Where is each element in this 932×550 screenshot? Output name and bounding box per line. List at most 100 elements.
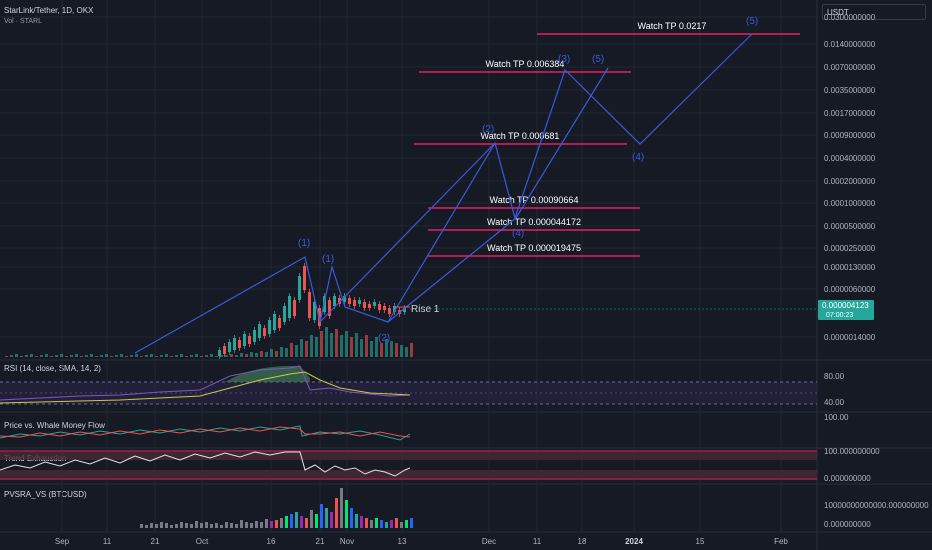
volume-bar [85, 355, 88, 357]
target-label: Watch TP 0.000681 [481, 131, 560, 141]
rsi-band [0, 382, 817, 404]
pvsra-bar [255, 521, 258, 528]
pvsra-bar [370, 520, 373, 528]
elliott-wave-alt-path[interactable] [387, 67, 609, 323]
pvsra-bar [200, 523, 203, 528]
volume-bar [390, 341, 393, 357]
candle-body [328, 300, 331, 316]
volume-bar [45, 354, 48, 357]
pvsra-bar [260, 522, 263, 528]
candle-body [308, 292, 311, 318]
rsi-line [0, 365, 411, 401]
pvsra-bar [410, 518, 413, 528]
trend-exhaustion-line [0, 451, 411, 477]
candle-body [293, 300, 296, 316]
wave-label: (5) [746, 16, 758, 27]
volume-bar [215, 356, 218, 357]
target-levels[interactable]: Watch TP 0.0217 Watch TP 0.006384 Watch TP… [414, 21, 800, 257]
volume-bar [225, 355, 228, 357]
pvsra-pane-label: PVSRA_VS (BTCUSD) [4, 490, 87, 499]
candle-body [363, 302, 366, 308]
candle-body [278, 318, 281, 328]
pvsra-bar [385, 522, 388, 528]
candle-body [388, 308, 391, 314]
pvsra-bar [320, 504, 323, 528]
time-axis-label: 15 [696, 537, 705, 546]
candle-body [228, 342, 231, 352]
grid-lines [0, 0, 817, 532]
price-axis-label: 0.0000500000 [824, 222, 876, 231]
pvsra-bar [265, 519, 268, 528]
bar-countdown: 07:00:23 [826, 312, 853, 319]
candle-body [358, 300, 361, 304]
pvsra-bar [375, 518, 378, 528]
rsi-pane-label: RSI (14, close, SMA, 14, 2) [4, 364, 101, 373]
pvsra-bar [155, 524, 158, 528]
volume-bar [310, 335, 313, 357]
pvsra-bar [230, 523, 233, 528]
time-axis[interactable]: Sep 11 21 Oct 16 21 Nov 13 Dec 11 18 2024 15 Feb [55, 537, 789, 546]
volume-bar [190, 355, 193, 357]
time-axis-label: Sep [55, 537, 70, 546]
volume-bar [95, 356, 98, 357]
pvsra-axis-label: 10000000000000.000000000 [824, 501, 929, 510]
candle-body [263, 328, 266, 336]
pvsra-bar [400, 522, 403, 528]
current-price: 0.000004123 [822, 301, 869, 310]
volume-bar [35, 356, 38, 357]
time-axis-label: Dec [482, 537, 496, 546]
pvsra-bar [360, 516, 363, 528]
volume-bar [395, 343, 398, 357]
volume-bar [210, 354, 213, 357]
volume-bar [80, 356, 83, 357]
candle-body [253, 330, 256, 342]
volume-bar [265, 352, 268, 357]
pvsra-bar [145, 525, 148, 528]
volume-bar [140, 356, 143, 357]
price-axis[interactable]: 0.0300000000 0.0140000000 0.0070000000 0.00… [824, 13, 876, 342]
pvsra-bar [395, 518, 398, 528]
pvsra-axis-label: 0.000000000 [824, 520, 871, 529]
time-axis-label: 18 [578, 537, 587, 546]
volume-bar [165, 354, 168, 357]
elliott-wave-path[interactable] [134, 33, 753, 354]
candle-body [313, 302, 316, 320]
candle-body [258, 324, 261, 338]
wave-label: (5) [592, 54, 604, 65]
volume-bar [240, 353, 243, 357]
volume-bar [360, 339, 363, 357]
volume-bar [50, 356, 53, 357]
pvsra-bar [185, 523, 188, 528]
trend-upper-band [0, 450, 817, 460]
candlesticks [218, 263, 406, 359]
elliott-wave-branch[interactable] [319, 142, 496, 323]
volume-bar [220, 355, 223, 357]
pvsra-bar [325, 508, 328, 528]
trend-lower-band [0, 470, 817, 480]
volume-bar [200, 356, 203, 357]
pvsra-bar [165, 523, 168, 528]
candle-body [348, 298, 351, 304]
candle-body [333, 296, 336, 306]
volume-bar [245, 354, 248, 357]
volume-bar [145, 355, 148, 357]
volume-bar [300, 339, 303, 357]
target-label: Watch TP 0.000019475 [487, 243, 581, 253]
candle-body [343, 296, 346, 302]
price-axis-label: 0.0035000000 [824, 86, 876, 95]
volume-bar [75, 354, 78, 357]
rsi-overbought-fill [225, 365, 310, 382]
candle-body [353, 300, 356, 306]
target-label: Watch TP 0.000044172 [487, 217, 581, 227]
volume-bar [15, 354, 18, 357]
volume-bar [125, 356, 128, 357]
volume-bar [255, 353, 258, 357]
pvsra-bar [225, 522, 228, 528]
volume-bar [375, 337, 378, 357]
currency-button[interactable]: USDT [822, 4, 926, 20]
pvsra-bar [250, 523, 253, 528]
pvsra-bar [140, 524, 143, 528]
rsi-ma-line [0, 371, 411, 404]
volume-bar [60, 354, 63, 357]
